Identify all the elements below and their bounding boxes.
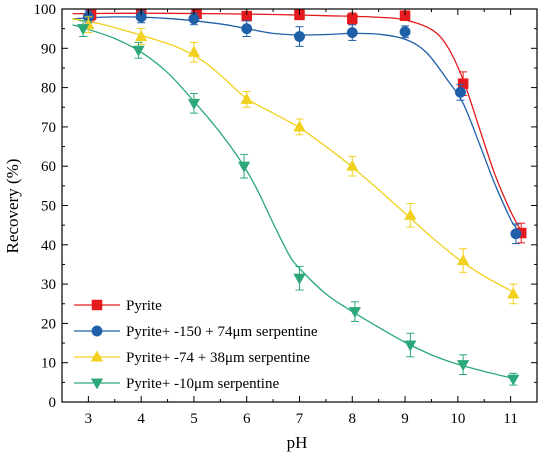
series-4-marker [293,273,306,285]
series-3-point-6 [346,155,359,177]
x-tick-label-3: 3 [85,411,93,427]
series-2-marker [346,27,358,39]
y-tick-label-20: 20 [41,316,56,332]
series-4-marker [456,360,470,372]
series-4-point-9 [507,372,520,386]
legend-label-2: Pyrite+ -150 + 74μm serpentine [126,324,318,340]
series-4-fit-curve [72,24,514,380]
y-tick-label-90: 90 [41,41,56,57]
series-4-point-4 [237,153,251,179]
series-3-point-9 [507,283,520,305]
x-tick-label-9: 9 [401,411,409,427]
series-4-point-3 [187,92,201,114]
series-1-marker [347,13,358,25]
y-tick-label-70: 70 [41,120,56,136]
series-3-point-8 [456,248,470,273]
series-3-point-5 [293,118,306,136]
series-2-point-8 [454,83,466,101]
series-2-marker [188,13,200,25]
y-tick-label-0: 0 [49,395,57,411]
y-tick-label-40: 40 [41,238,56,254]
series-4-point-6 [348,301,362,322]
y-tick-label-10: 10 [41,356,56,372]
legend-item-3: Pyrite+ -74 + 38μm serpentine [74,350,310,366]
series-3-marker [187,45,201,57]
x-tick-label-10: 10 [450,411,465,427]
series-3-marker [346,159,359,171]
series-3-marker [404,208,417,220]
series-4-point-1 [76,20,90,38]
legend-item-4: Pyrite+ -10μm serpentine [74,376,279,392]
series-2-point-9 [510,223,522,245]
legend-swatch-marker [90,350,104,362]
y-tick-label-60: 60 [41,159,56,175]
series-4-marker [237,161,251,173]
plot-background [62,9,537,402]
series-3-marker [293,120,306,132]
legend-swatch-marker [90,378,104,390]
series-4-marker [76,24,90,36]
legend-swatch-marker [91,325,103,337]
x-tick-label-7: 7 [296,411,304,427]
legend-label-1: Pyrite [126,298,162,314]
legend-label-3: Pyrite+ -74 + 38μm serpentine [126,350,310,366]
x-tick-label-8: 8 [349,411,357,427]
y-tick-label-50: 50 [41,199,56,215]
series-4-point-8 [456,354,470,375]
x-tick-label-5: 5 [190,411,198,427]
series-2-point-6 [346,24,358,41]
series-4-marker [132,45,145,57]
series-3-marker [134,29,148,42]
series-2-marker [454,86,466,98]
series-3-point-2 [134,28,148,45]
series-4-marker [507,374,520,386]
series-4-point-5 [293,265,306,291]
x-tick-label-11: 11 [503,411,517,427]
series-2-point-4 [241,20,253,38]
series-3-marker [240,92,253,104]
x-tick-label-4: 4 [137,411,145,427]
series-2-fit-curve [72,16,517,228]
series-2-marker [294,31,305,43]
series-2-marker [510,228,522,240]
y-tick-label-30: 30 [41,277,56,293]
series-3-point-3 [187,41,201,63]
series-4-point-2 [132,41,145,59]
plot-area [62,9,537,402]
x-tick-label-6: 6 [243,411,251,427]
series-3-marker [507,287,520,299]
series-4-marker [187,98,201,110]
series-4-marker [348,307,362,319]
series-2-point-5 [294,26,305,47]
legend-swatch-marker [91,299,103,311]
series-3-point-4 [240,91,253,108]
x-axis-title: pH [287,433,308,452]
series-4-point-7 [404,332,417,358]
y-tick-label-80: 80 [41,81,56,97]
legend: Pyrite Pyrite+ -150 + 74μm serpentine Pyri… [74,298,318,392]
legend-label-4: Pyrite+ -10μm serpentine [126,376,279,392]
series-2-marker [399,26,411,38]
series-2-marker [241,23,253,35]
y-tick-label-100: 100 [34,2,57,18]
legend-item-2: Pyrite+ -150 + 74μm serpentine [74,324,318,340]
series-3-marker [456,254,470,266]
legend-item-1: Pyrite [74,298,162,314]
series-2-point-7 [399,25,411,39]
series-3-point-7 [404,203,417,228]
series-4-marker [404,340,417,352]
y-axis-title: Recovery (%) [3,159,22,254]
axes: 3 4 5 6 7 8 9 10 11 0 10 20 30 40 50 60 70 80 90 100 [34,2,538,427]
series-3-fit-curve [72,18,514,293]
